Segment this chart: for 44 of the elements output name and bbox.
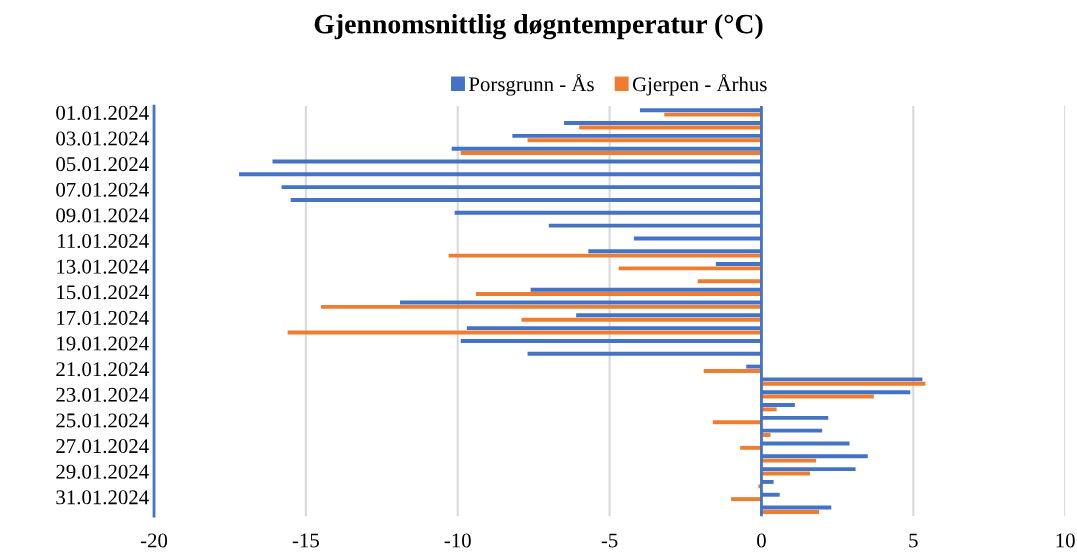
- y-tick-label: 29.01.2024: [56, 464, 149, 479]
- y-tick-label: 27.01.2024: [56, 439, 149, 454]
- bar: [448, 253, 762, 258]
- y-tick-label: 17.01.2024: [57, 310, 149, 326]
- bar: [761, 458, 817, 463]
- x-tick-label: -15: [292, 533, 319, 548]
- bar: [460, 151, 762, 156]
- bar: [697, 279, 762, 284]
- y-tick-label: 19.01.2024: [57, 336, 149, 351]
- y-tick-label: 05.01.2024: [56, 157, 149, 172]
- bar: [475, 292, 762, 296]
- y-tick-label: 09.01.2024: [56, 208, 149, 223]
- y-tick-label: 21.01.2024: [56, 362, 149, 377]
- y-tick-label: 01.01.2024: [56, 105, 149, 120]
- bar: [579, 125, 762, 130]
- y-tick-label: 07.01.2024: [56, 182, 149, 197]
- y-tick-label: 15.01.2024: [57, 285, 149, 300]
- y-tick-label: 11.01.2024: [58, 233, 149, 249]
- bar: [521, 317, 762, 322]
- x-tick-label: -10: [444, 533, 471, 548]
- y-tick-label: 23.01.2024: [56, 387, 149, 402]
- legend-label: Gjerpen - Århus: [632, 73, 767, 96]
- bar: [618, 266, 762, 271]
- bar: [731, 497, 762, 502]
- x-tick-label: -5: [601, 533, 618, 548]
- x-tick-label: 5: [909, 533, 918, 548]
- x-tick-label: -20: [140, 533, 168, 548]
- x-tick-label: 0: [757, 533, 766, 548]
- x-tick-label: 10: [1056, 533, 1075, 548]
- bar: [664, 112, 762, 117]
- bar: [712, 420, 762, 425]
- bar: [740, 445, 762, 450]
- y-tick-label: 31.01.2024: [56, 490, 149, 505]
- bar: [703, 368, 762, 373]
- bar: [761, 509, 820, 514]
- y-tick-label: 03.01.2024: [56, 131, 149, 146]
- legend-label: Porsgrunn - Ås: [469, 73, 594, 96]
- bar: [527, 138, 762, 143]
- bar: [761, 381, 926, 386]
- chart-title: Gjennomsnittlig døgntemperatur (°C): [314, 13, 763, 40]
- bar: [761, 394, 874, 399]
- y-tick-label: 13.01.2024: [57, 259, 149, 274]
- y-tick-label: 25.01.2024: [56, 413, 149, 428]
- bar: [321, 304, 762, 309]
